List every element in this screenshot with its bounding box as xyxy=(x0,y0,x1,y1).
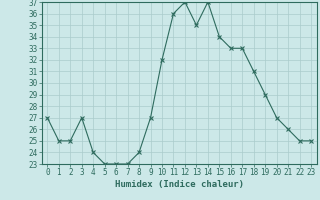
X-axis label: Humidex (Indice chaleur): Humidex (Indice chaleur) xyxy=(115,180,244,189)
